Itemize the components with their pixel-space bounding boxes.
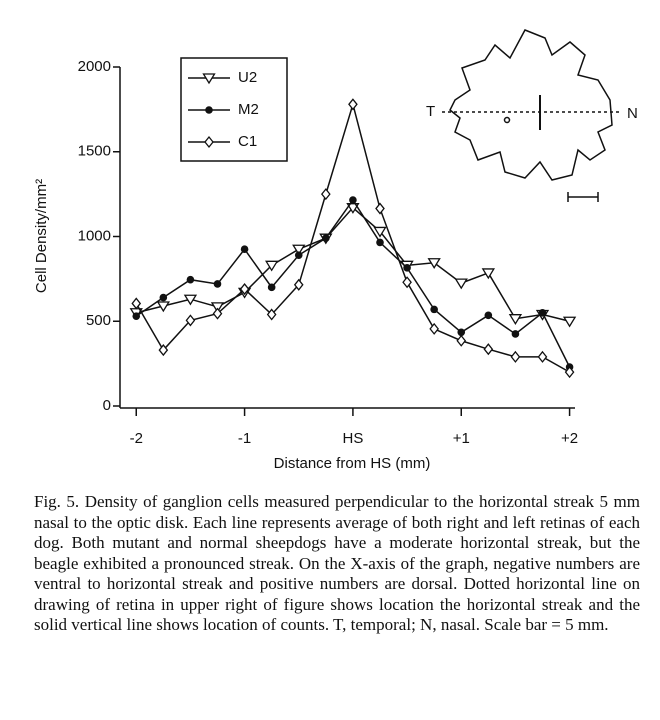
figure-caption: Fig. 5. Density of ganglion cells measur… [34,492,640,634]
point [430,305,438,314]
x-tick-label: -2 [130,430,143,447]
point [538,308,547,317]
legend-label: U2 [238,69,257,86]
x-tick-label: +2 [561,430,578,447]
point [429,322,439,335]
point [294,251,303,259]
series-line [135,198,571,368]
point [131,297,142,310]
point [132,312,141,320]
point [376,238,384,247]
point [375,202,385,215]
point [212,307,223,320]
legend-marker [204,135,214,149]
legend-marker [205,106,213,114]
point [481,268,495,280]
x-tick-label: HS [342,430,363,447]
point [562,316,577,328]
optic-disk [503,116,511,124]
point [564,366,575,379]
legend-label: C1 [238,133,257,150]
point [292,244,306,256]
point [183,294,198,306]
legend: U2 M2 C1 [180,57,288,162]
point [456,334,467,347]
point [186,275,195,284]
point [267,283,276,292]
point [321,188,331,201]
retina-outline [449,29,613,181]
point [239,283,250,296]
point [457,328,466,337]
legend-marker [202,73,216,85]
point [508,314,523,325]
point [537,350,548,363]
y-tick-label: 1500 [78,143,111,160]
x-tick-label: +1 [453,430,470,447]
point [511,330,520,338]
point [510,350,521,363]
point [266,308,277,321]
x-tick-label: -1 [238,430,251,447]
point [213,280,222,288]
point [402,276,412,289]
y-tick-label: 2000 [78,58,111,75]
point [348,98,358,111]
point [454,278,468,290]
point [322,234,330,242]
legend-label: M2 [238,101,259,118]
point [265,260,279,272]
point [427,258,441,270]
point [158,344,169,357]
y-tick-label: 1000 [78,227,111,244]
x-axis-label: Distance from HS (mm) [274,455,431,472]
point [210,302,225,314]
nasal-label: N [627,105,638,122]
y-axis-label: Cell Density/mm² [33,179,50,293]
point [240,245,249,254]
point [373,226,387,238]
point [159,293,168,302]
point [403,264,411,272]
y-tick-label: 0 [103,397,111,414]
point [293,278,304,291]
point [349,196,357,204]
point [484,311,493,320]
retina-drawing [442,29,622,202]
point [483,343,494,356]
point [185,314,196,327]
point [156,301,170,313]
temporal-label: T [426,103,435,120]
series-line [136,206,570,322]
chart: T N Cell Density/mm² Distance from HS (m… [33,29,638,472]
y-tick-label: 500 [86,312,111,329]
